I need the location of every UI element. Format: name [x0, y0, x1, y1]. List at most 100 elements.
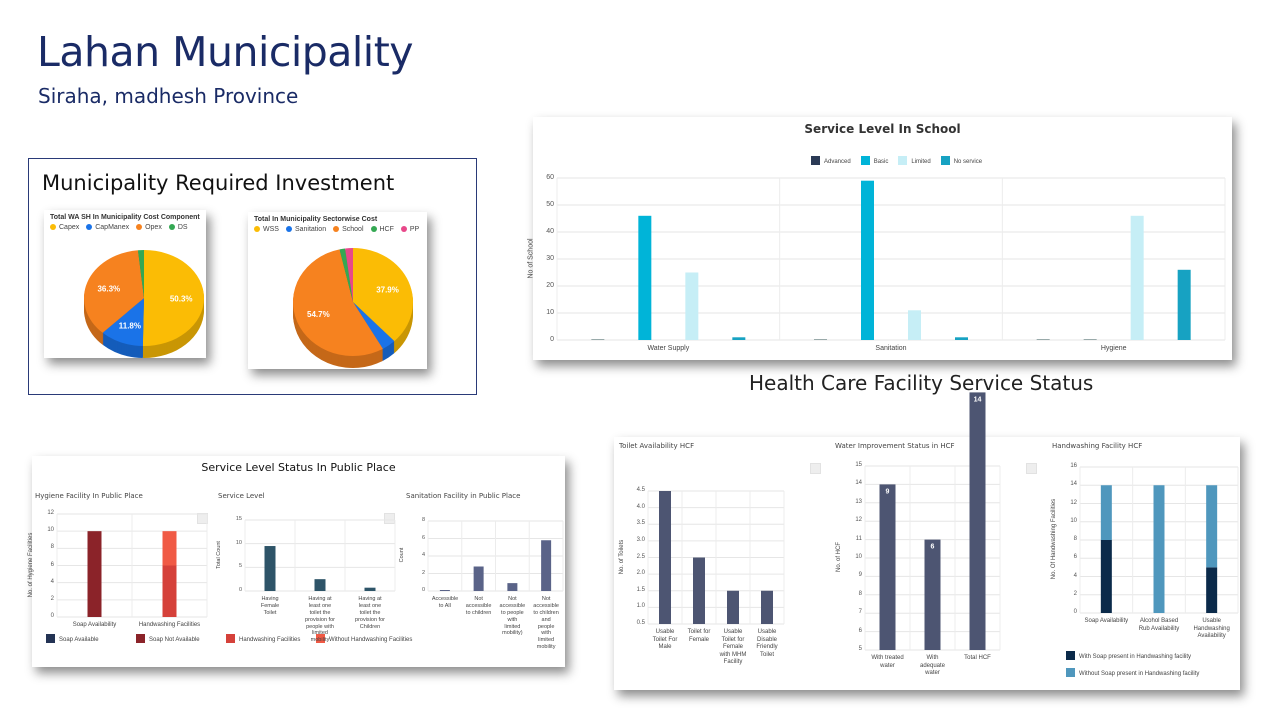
- pie-slice-hcf[interactable]: [339, 248, 353, 302]
- x-category-label: With treated water: [871, 655, 904, 669]
- bar-chart-svg: 9 6 14: [864, 392, 1001, 651]
- bar-no-service[interactable]: [732, 337, 746, 340]
- bar-no-of-hcf[interactable]: [879, 484, 896, 650]
- bar-no-of-toilets[interactable]: [659, 491, 671, 624]
- legend-item[interactable]: HCF: [370, 226, 394, 233]
- y-tick-label: 8: [858, 590, 862, 597]
- legend-label: CapManex: [95, 224, 130, 231]
- legend-item[interactable]: WSS: [254, 226, 279, 233]
- bar-basic[interactable]: [1083, 339, 1097, 340]
- legend-item[interactable]: Without Handwashing Facilities: [316, 634, 412, 643]
- chart-menu-button[interactable]: [384, 513, 395, 524]
- bar-total-count[interactable]: [314, 579, 326, 591]
- legend-swatch: [254, 226, 260, 232]
- pie-value-label: 36.3%: [97, 284, 120, 293]
- y-tick-label: 2: [1073, 590, 1077, 597]
- legend-item[interactable]: Without Soap present in Handwashing faci…: [1066, 668, 1236, 677]
- bar-no-of-toilets[interactable]: [761, 590, 773, 624]
- bar-count[interactable]: [473, 566, 484, 592]
- school-chart-title: Service Level In School: [804, 122, 961, 136]
- bar-no-of-toilets[interactable]: [693, 557, 705, 625]
- bar-soap-not-available[interactable]: [87, 531, 102, 617]
- legend-item[interactable]: No service: [940, 156, 982, 165]
- bar-no-of-hcf[interactable]: [969, 392, 986, 650]
- legend-item[interactable]: Capex: [50, 224, 79, 231]
- chart-menu-button[interactable]: [810, 463, 821, 474]
- bar-basic[interactable]: [861, 180, 874, 340]
- bar-total-count[interactable]: [264, 546, 276, 591]
- x-category-label: Having at least one toilet the provision…: [355, 596, 385, 630]
- y-tick-label: 8: [1073, 536, 1077, 542]
- y-tick-label: 0: [1073, 609, 1077, 615]
- pie-value-label: 54.7%: [307, 310, 330, 319]
- bar-count[interactable]: [439, 590, 450, 591]
- chart-menu-button[interactable]: [1026, 463, 1037, 474]
- bar-without-soap-present-in-handwashing-facility[interactable]: [1100, 485, 1112, 540]
- pie-slice-capmanex[interactable]: [102, 298, 144, 346]
- y-tick-label: 2: [421, 569, 425, 576]
- legend-item[interactable]: Soap Not Available: [136, 634, 226, 643]
- bar-advanced[interactable]: [1036, 339, 1050, 340]
- bar-basic[interactable]: [638, 215, 652, 340]
- bar-limited[interactable]: [685, 272, 699, 341]
- bar-no-of-hcf[interactable]: [924, 539, 941, 650]
- bar-limited[interactable]: [908, 310, 921, 340]
- legend-label: Advanced: [824, 159, 851, 165]
- bar-limited[interactable]: [1130, 215, 1144, 340]
- bar-count[interactable]: [541, 540, 552, 591]
- pie-slice-school[interactable]: [293, 249, 383, 356]
- bar-no-service[interactable]: [955, 337, 968, 340]
- sanitation-plot: 0 2 4 6 8 Accessible to All Not accessible to …: [399, 517, 564, 650]
- legend-item[interactable]: DS: [168, 224, 188, 231]
- pie-slice-wss[interactable]: [353, 248, 413, 342]
- x-category-label: Not accessible to people with limited mo…: [499, 596, 526, 637]
- pie-slice-ds[interactable]: [137, 250, 144, 298]
- bar-advanced[interactable]: [591, 339, 605, 340]
- water-hcf-plot: 9 6 14 5 6 7 8 9 10 11 12 13 14 15 With treated water W…: [836, 392, 1001, 676]
- y-tick-label: 3.5: [636, 520, 645, 527]
- x-category-label: Not accessible to children and people wi…: [533, 596, 559, 651]
- pie-slice-pp[interactable]: [345, 248, 353, 302]
- legend-item[interactable]: Handwashing Facilities: [226, 634, 316, 643]
- bar-count[interactable]: [507, 583, 518, 591]
- legend-item[interactable]: Soap Available: [46, 634, 136, 643]
- bar-no-service[interactable]: [1177, 269, 1191, 340]
- legend-item[interactable]: With Soap present in Handwashing facilit…: [1066, 651, 1236, 660]
- legend-item[interactable]: Basic: [860, 156, 888, 165]
- x-category-label: Handwashing Facilities: [138, 622, 201, 628]
- bar-with-soap-present-in-handwashing-facility[interactable]: [1206, 567, 1218, 613]
- toilet-hcf-chart-title: Toilet Availability HCF: [619, 442, 695, 450]
- y-tick-label: 50: [546, 201, 554, 208]
- legend-item[interactable]: Sanitation: [285, 226, 326, 233]
- legend-item[interactable]: Advanced: [811, 156, 851, 165]
- y-axis-label: No. of Hygiene Facilities: [28, 532, 34, 597]
- bar-advanced[interactable]: [814, 339, 827, 340]
- bar-without-soap-present-in-handwashing-facility[interactable]: [1153, 485, 1165, 613]
- bar-without-soap-present-in-handwashing-facility[interactable]: [1206, 485, 1218, 568]
- legend-label: Soap Available: [59, 637, 99, 643]
- legend-item[interactable]: School: [333, 226, 364, 233]
- y-axis-label: Count: [399, 547, 405, 563]
- x-category-label: Having at least one toilet the provision…: [305, 596, 335, 644]
- service-level-plot: 0 5 10 15 Having Female Toilet Having at leas…: [216, 516, 396, 643]
- bar-handwashing-facilities[interactable]: [162, 565, 177, 618]
- bar-total-count[interactable]: [364, 587, 376, 591]
- bar-value-label: 6: [931, 544, 935, 551]
- bar-without-handwashing-facilities[interactable]: [162, 531, 177, 566]
- bar-no-of-toilets[interactable]: [727, 590, 739, 624]
- pie-slice-opex[interactable]: [84, 250, 144, 333]
- y-axis-label: No. Of Handwashing Facilities: [1051, 498, 1057, 580]
- legend-item[interactable]: CapManex: [86, 224, 129, 231]
- legend-label: Without Soap present in Handwashing faci…: [1079, 671, 1200, 677]
- legend-label: Limited: [911, 159, 931, 165]
- y-tick-label: 0: [421, 587, 425, 593]
- legend-item[interactable]: Limited: [898, 156, 931, 165]
- legend-item[interactable]: PP: [400, 226, 419, 233]
- page-subtitle: Siraha, madhesh Province: [38, 84, 299, 108]
- y-tick-label: 13: [855, 498, 862, 505]
- handwash-legend: With Soap present in Handwashing facilit…: [1066, 651, 1236, 685]
- legend-item[interactable]: Opex: [136, 224, 162, 231]
- pie-slice-sanitation[interactable]: [353, 302, 395, 349]
- bar-with-soap-present-in-handwashing-facility[interactable]: [1100, 540, 1112, 613]
- pie-slice-capex[interactable]: [142, 250, 205, 346]
